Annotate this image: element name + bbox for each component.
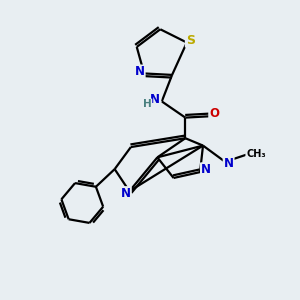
- Text: H: H: [143, 99, 152, 110]
- Text: O: O: [209, 107, 219, 120]
- Text: N: N: [224, 157, 234, 170]
- Text: N: N: [150, 93, 160, 106]
- Text: N: N: [201, 163, 211, 176]
- Text: S: S: [186, 34, 195, 47]
- Text: N: N: [121, 187, 131, 200]
- Text: CH₃: CH₃: [246, 148, 266, 158]
- Text: N: N: [135, 65, 145, 79]
